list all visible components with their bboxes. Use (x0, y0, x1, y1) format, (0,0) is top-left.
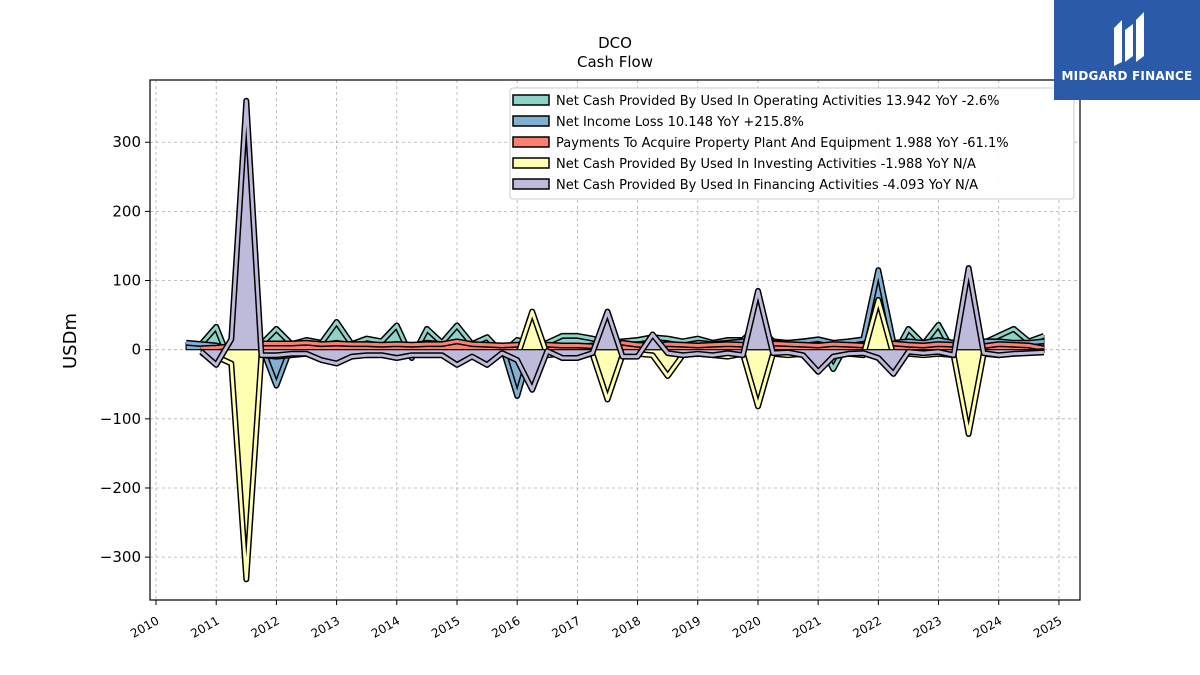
y-tick-label: 300 (112, 133, 141, 151)
x-tick-label: 2024 (971, 613, 1004, 640)
legend: Net Cash Provided By Used In Operating A… (509, 87, 1075, 200)
y-tick-label: −300 (100, 548, 141, 566)
x-tick-label: 2025 (1031, 613, 1064, 640)
series-line (200, 99, 1044, 392)
legend-box (509, 87, 1075, 200)
y-tick-label: 200 (112, 202, 141, 220)
legend-swatch (512, 178, 550, 190)
axes-frame (149, 79, 1081, 601)
x-tick-label: 2015 (429, 613, 462, 640)
legend-swatch (512, 136, 550, 148)
legend-swatch (512, 94, 550, 106)
x-tick-label: 2022 (850, 613, 883, 640)
brand-name: MIDGARD FINANCE (1061, 69, 1193, 83)
legend-entry: Net Cash Provided By Used In Investing A… (556, 157, 976, 172)
plot-area (185, 97, 1045, 583)
x-tick-label: 2013 (309, 613, 342, 640)
series-3 (200, 338, 1045, 352)
y-tick-label: −100 (100, 410, 141, 428)
x-tick-label: 2011 (188, 613, 221, 640)
x-tick-label: 2023 (911, 613, 944, 640)
x-tick-label: 2017 (549, 613, 582, 640)
legend-entry: Net Cash Provided By Used In Operating A… (556, 94, 999, 109)
chart-title: DCO (598, 34, 632, 52)
y-tick-label: −200 (100, 479, 141, 497)
brand-logo: MIDGARD FINANCE (1054, 0, 1200, 100)
x-tick-label: 2014 (369, 613, 402, 640)
series-line (201, 339, 1045, 350)
x-tick-label: 2012 (248, 613, 281, 640)
x-tick-label: 2021 (790, 613, 823, 640)
brand-mark-icon (1114, 12, 1144, 66)
legend-entry: Net Income Loss 10.148 YoY +215.8% (556, 115, 804, 130)
x-tick-label: 2010 (128, 613, 161, 640)
x-tick-label: 2019 (670, 613, 703, 640)
x-tick-label: 2020 (730, 613, 763, 640)
y-tick-label: 100 (112, 272, 141, 290)
series-5 (199, 97, 1045, 393)
y-tick-label: 0 (131, 341, 141, 359)
chart-subtitle: Cash Flow (577, 53, 653, 71)
legend-entry: Net Cash Provided By Used In Financing A… (556, 178, 978, 193)
x-tick-label: 2018 (610, 613, 643, 640)
legend-swatch (512, 157, 550, 169)
y-axis-label: USDm (60, 313, 81, 369)
legend-entry: Payments To Acquire Property Plant And E… (556, 136, 1009, 151)
legend-swatch (512, 115, 550, 127)
x-tick-label: 2016 (489, 613, 522, 640)
